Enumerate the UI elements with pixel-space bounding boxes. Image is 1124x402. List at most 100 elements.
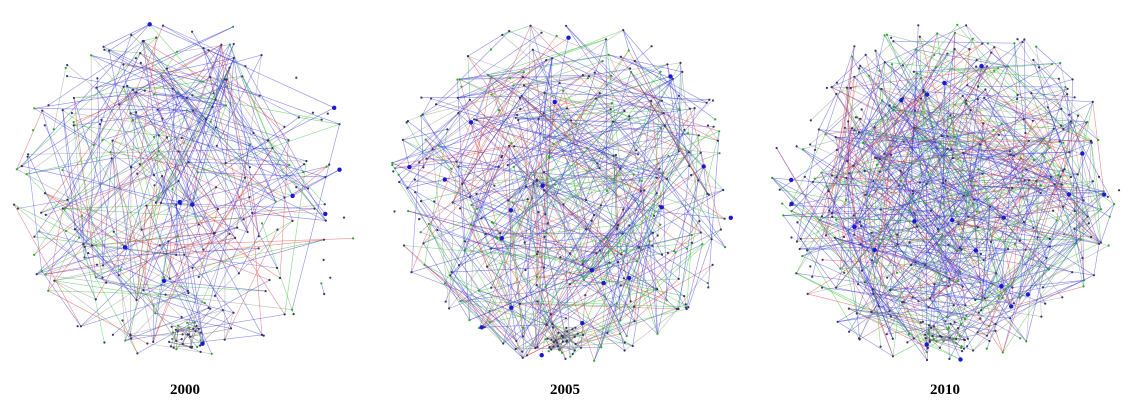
edge bbox=[507, 110, 625, 166]
node bbox=[979, 317, 982, 320]
node bbox=[1007, 65, 1010, 68]
edge bbox=[467, 55, 564, 92]
edge bbox=[445, 155, 503, 302]
node bbox=[550, 348, 553, 351]
node bbox=[980, 309, 983, 312]
node bbox=[937, 243, 940, 247]
node bbox=[468, 120, 474, 125]
edge bbox=[1019, 180, 1030, 298]
node bbox=[667, 154, 670, 158]
node bbox=[405, 121, 408, 124]
node bbox=[575, 123, 578, 126]
edge bbox=[519, 168, 621, 305]
node bbox=[951, 157, 955, 160]
node bbox=[924, 342, 929, 347]
edge bbox=[835, 137, 855, 227]
node bbox=[1011, 286, 1014, 289]
edge bbox=[469, 76, 492, 197]
edge bbox=[962, 95, 1088, 217]
node bbox=[941, 234, 944, 238]
node bbox=[580, 320, 585, 326]
node bbox=[456, 96, 459, 99]
node bbox=[1018, 293, 1021, 296]
edge bbox=[871, 235, 943, 313]
node bbox=[131, 119, 134, 122]
edge bbox=[73, 121, 142, 230]
node bbox=[610, 102, 614, 105]
edge bbox=[26, 92, 137, 175]
edge bbox=[142, 37, 157, 42]
node bbox=[40, 269, 43, 273]
node bbox=[1025, 168, 1028, 171]
node bbox=[475, 192, 478, 195]
node bbox=[993, 46, 996, 49]
node bbox=[175, 203, 178, 206]
node bbox=[271, 147, 274, 150]
node bbox=[202, 248, 205, 251]
node bbox=[633, 59, 636, 63]
node bbox=[848, 330, 851, 333]
node bbox=[1063, 168, 1066, 171]
node bbox=[610, 74, 613, 77]
node bbox=[973, 248, 978, 253]
edge bbox=[802, 255, 946, 322]
node bbox=[1053, 183, 1056, 186]
edge bbox=[460, 300, 523, 359]
node bbox=[1102, 190, 1105, 193]
node bbox=[290, 193, 295, 199]
node bbox=[325, 165, 328, 168]
edge bbox=[508, 145, 527, 180]
node bbox=[112, 230, 115, 233]
edge bbox=[203, 48, 214, 94]
edge bbox=[267, 140, 326, 205]
node bbox=[562, 203, 565, 206]
edge bbox=[686, 135, 699, 310]
node bbox=[185, 96, 188, 100]
node bbox=[977, 311, 980, 314]
edge bbox=[893, 106, 1078, 175]
edge bbox=[175, 328, 199, 330]
edge bbox=[941, 135, 1084, 201]
node bbox=[398, 180, 401, 184]
node bbox=[511, 201, 514, 204]
edge bbox=[522, 76, 664, 114]
node bbox=[656, 332, 659, 335]
node bbox=[101, 139, 104, 142]
node bbox=[466, 55, 469, 58]
node bbox=[548, 346, 551, 349]
edge bbox=[62, 169, 248, 233]
node bbox=[894, 244, 897, 248]
node bbox=[152, 304, 155, 307]
node bbox=[540, 183, 545, 188]
node bbox=[835, 218, 838, 221]
node bbox=[586, 147, 589, 150]
edge bbox=[606, 237, 610, 263]
node bbox=[15, 168, 18, 171]
node bbox=[1057, 77, 1060, 80]
node bbox=[984, 88, 987, 91]
node bbox=[524, 268, 527, 272]
node bbox=[964, 304, 967, 307]
edge bbox=[549, 100, 662, 159]
edge bbox=[544, 92, 718, 142]
node bbox=[930, 326, 933, 329]
node bbox=[1041, 286, 1045, 289]
node bbox=[406, 186, 409, 189]
edge bbox=[634, 190, 645, 322]
edge bbox=[39, 231, 103, 278]
node bbox=[323, 211, 328, 217]
node bbox=[234, 236, 237, 239]
node bbox=[965, 24, 968, 27]
node bbox=[809, 119, 812, 122]
edge bbox=[1013, 257, 1047, 304]
edge bbox=[825, 46, 855, 135]
edge bbox=[192, 79, 228, 205]
node bbox=[995, 272, 998, 275]
node bbox=[535, 179, 539, 182]
edge bbox=[1029, 179, 1102, 243]
edge bbox=[420, 115, 457, 162]
edge bbox=[628, 50, 699, 181]
edge bbox=[1093, 243, 1100, 276]
node bbox=[480, 217, 483, 220]
edge bbox=[125, 307, 209, 341]
